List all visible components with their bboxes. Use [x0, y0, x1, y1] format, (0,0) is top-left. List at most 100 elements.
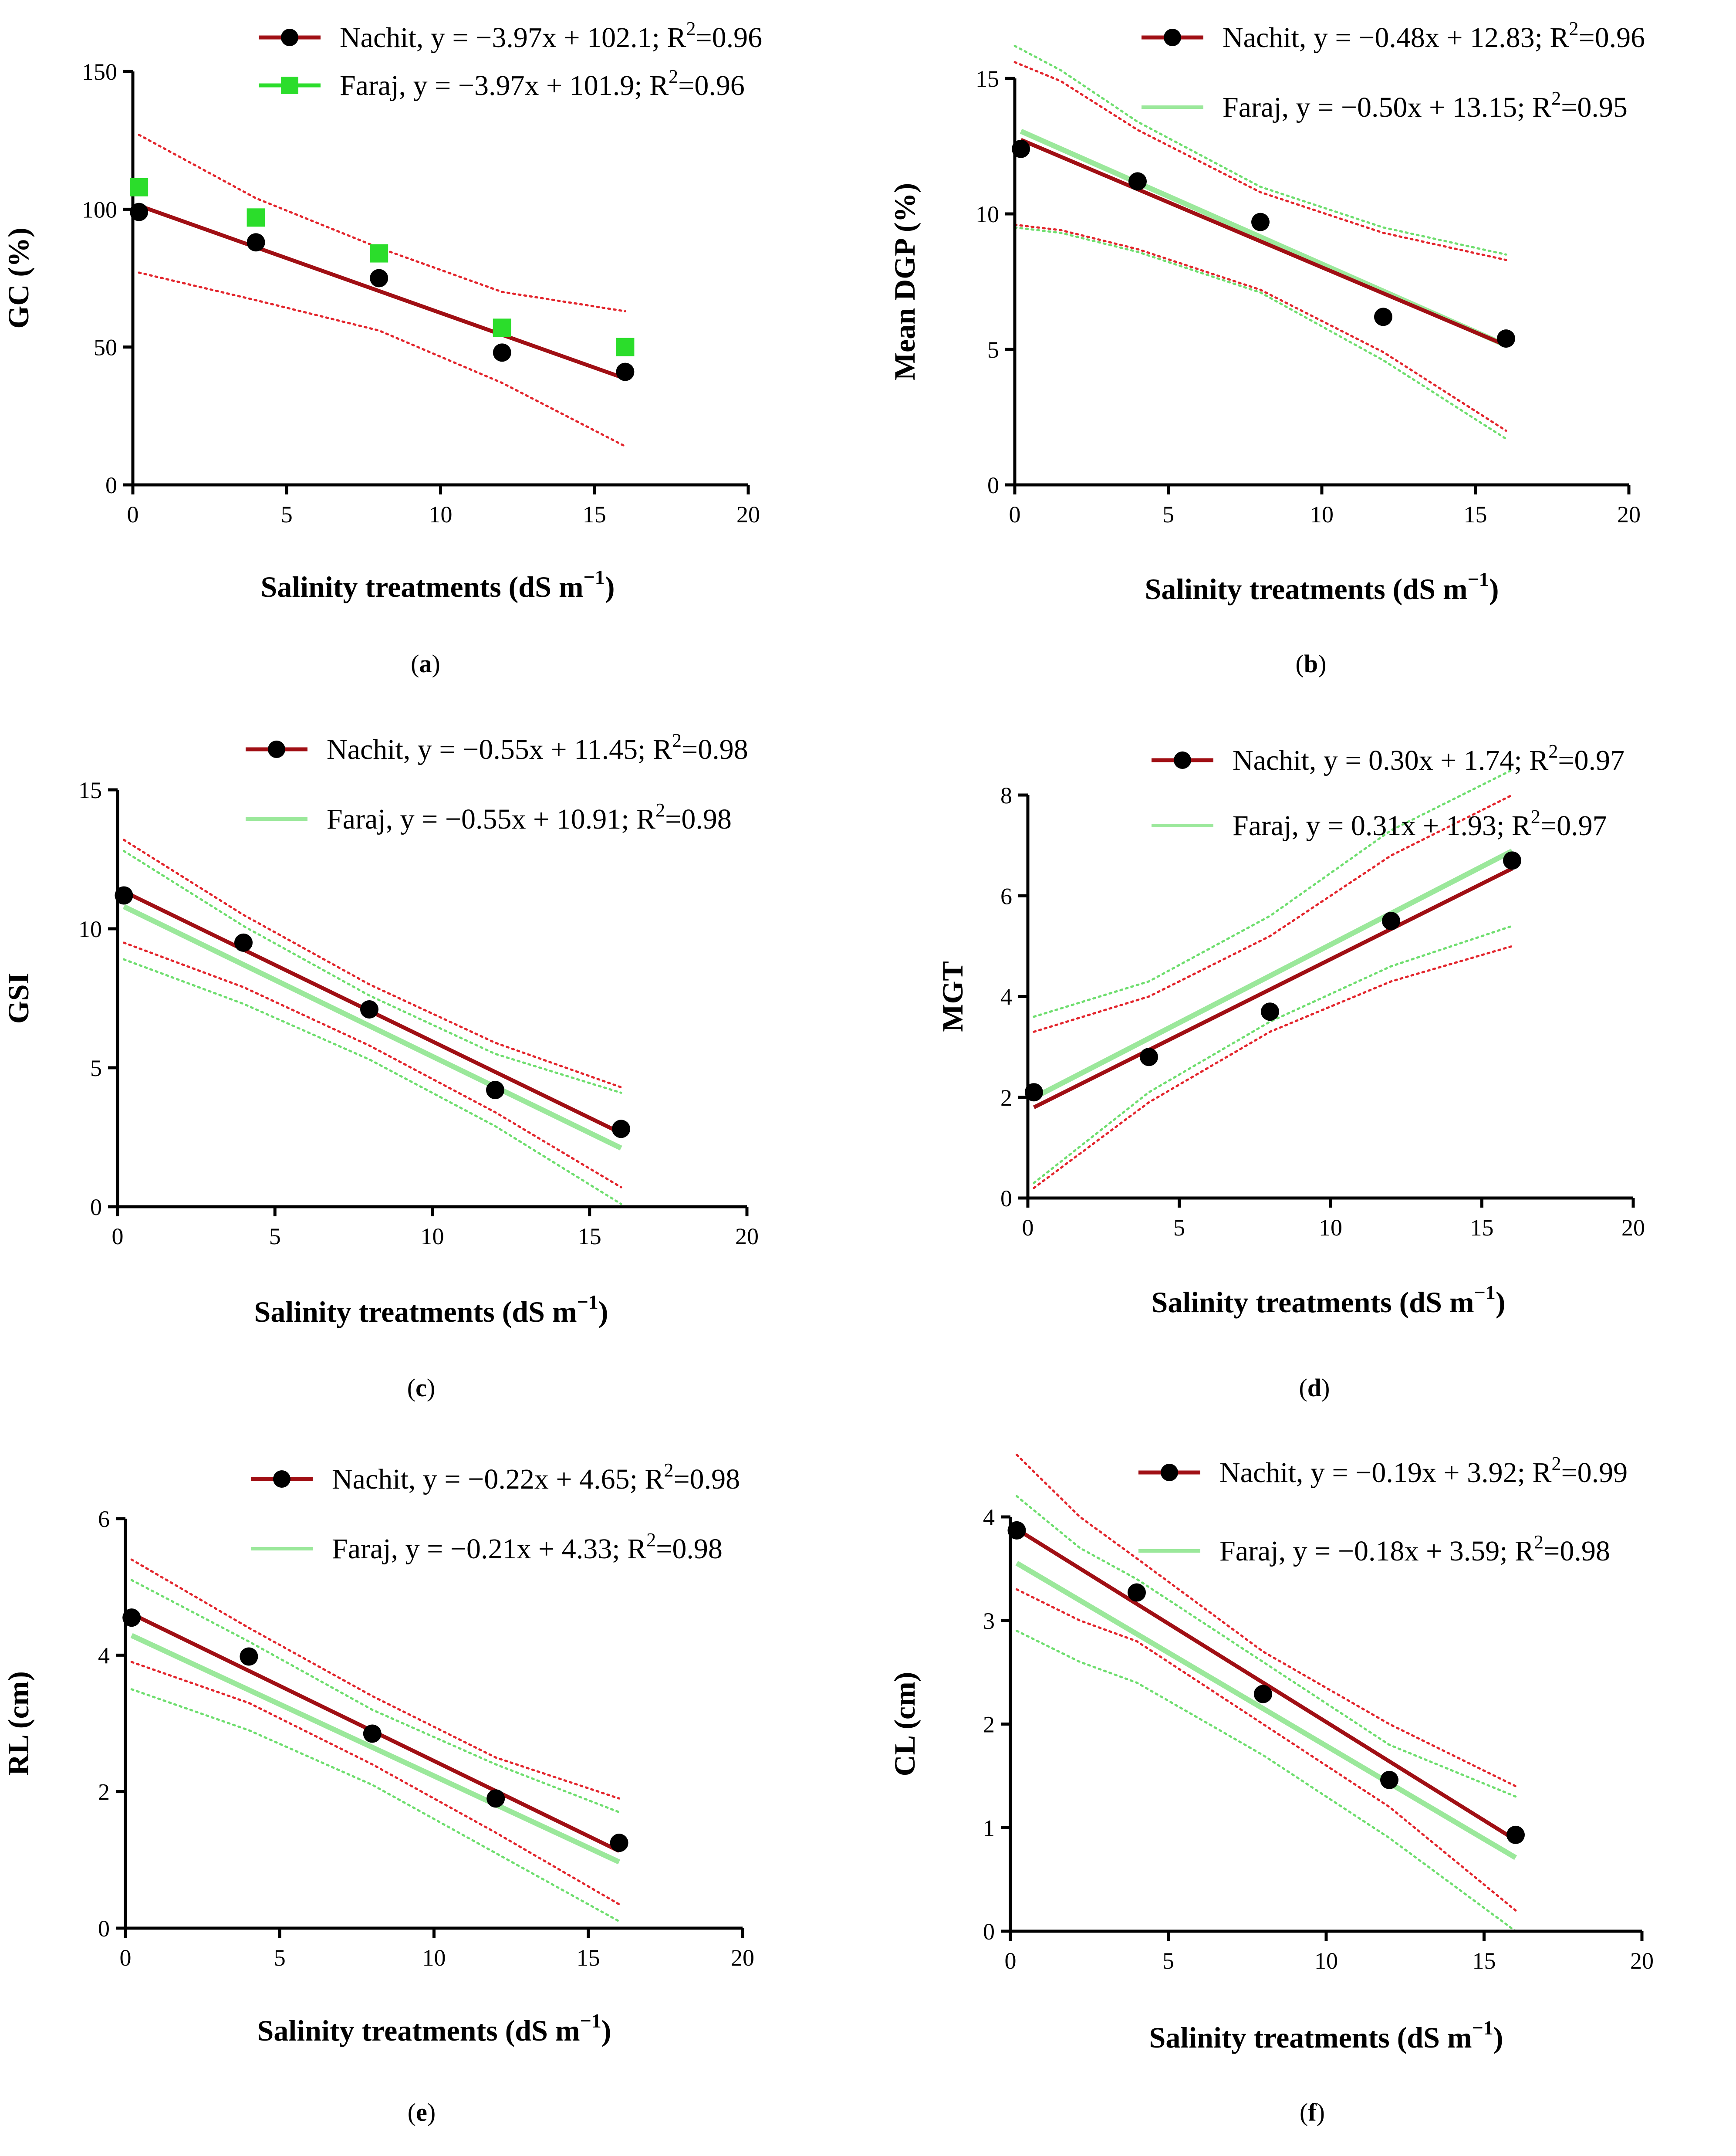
data-point-faraj: [493, 318, 511, 337]
ci-band-upper-nachit: [1016, 1453, 1517, 1787]
y-axis-title: MGT: [936, 961, 969, 1032]
legend-marker: [1164, 29, 1181, 46]
legend-label: Nachit, y = 0.30x + 1.74; R2=0.97: [1233, 741, 1625, 776]
legend-entry-faraj: Faraj, y = −0.55x + 10.91; R2=0.98: [246, 799, 732, 835]
panel-d: 0 5 10 15 20 0 2 4 6 8 Nachit, y = 0.30x + 1.74; R…: [936, 741, 1645, 1402]
legend-entry-nachit: Nachit, y = −0.55x + 11.45; R2=0.98: [246, 730, 748, 765]
legend-marker: [273, 1470, 290, 1488]
x-tick-label: 10: [421, 1223, 444, 1249]
legend-label: Faraj, y = −3.97x + 101.9; R2=0.96: [340, 66, 745, 102]
legend-entry-nachit: Nachit, y = −0.22x + 4.65; R2=0.98: [251, 1459, 740, 1495]
x-axis-title: Salinity treatments (dS m−1): [254, 1291, 608, 1328]
x-tick-label: 15: [578, 1223, 601, 1249]
legend-label: Nachit, y = −0.48x + 12.83; R2=0.96: [1223, 18, 1645, 54]
data-point-nachit: [610, 1834, 628, 1852]
legend-label: Nachit, y = −0.19x + 3.92; R2=0.99: [1219, 1453, 1628, 1489]
x-tick-label: 0: [120, 1945, 132, 1971]
y-axis-title: Mean DGP (%): [888, 183, 921, 380]
data-point-nachit: [1007, 1521, 1026, 1540]
fit-line-nachit: [1020, 138, 1507, 347]
data-point-nachit: [486, 1789, 505, 1808]
legend-entry-nachit: Nachit, y = 0.30x + 1.74; R2=0.97: [1152, 741, 1625, 776]
ci-band-lower-faraj: [130, 1688, 621, 1922]
x-axis-title: Salinity treatments (dS m−1): [1149, 2017, 1503, 2054]
ci-band-lower-nachit: [1016, 1588, 1517, 1912]
x-tick-label: 10: [429, 501, 453, 528]
legend-entry-faraj: Faraj, y = −0.50x + 13.15; R2=0.95: [1142, 88, 1628, 123]
panel-f: 0 5 10 15 20 0 1 2 3 4 Nachit, y = −0.19x + 3.92; …: [888, 1453, 1654, 2126]
x-axis-title: Salinity treatments (dS m−1): [261, 566, 615, 603]
x-axis-title: Salinity treatments (dS m−1): [1145, 568, 1499, 606]
ci-band-lower-nachit: [1033, 945, 1513, 1189]
data-point-nachit: [363, 1724, 382, 1743]
x-axis-title: Salinity treatments (dS m−1): [257, 2010, 611, 2047]
y-tick-label: 5: [987, 337, 999, 363]
y-tick-label: 6: [1000, 883, 1012, 909]
panel-e: 0 5 10 15 20 0 2 4 6 Nachit, y = −0.22x + 4.65; R…: [2, 1459, 754, 2126]
x-axis-title: Salinity treatments (dS m−1): [1152, 1281, 1506, 1319]
x-tick-label: 20: [1617, 501, 1641, 528]
legend-entry-faraj: Faraj, y = −0.18x + 3.59; R2=0.98: [1138, 1531, 1610, 1567]
data-point-nachit: [240, 1647, 258, 1666]
x-tick-label: 0: [127, 501, 139, 528]
fit-line-nachit: [138, 203, 626, 381]
x-tick-label: 0: [1005, 1948, 1017, 1974]
ci-band-lower-nachit: [130, 1661, 621, 1906]
panel-label: (b): [1296, 650, 1327, 678]
panel-label: (a): [411, 650, 440, 678]
legend-marker: [268, 741, 285, 758]
y-tick-label: 0: [98, 1916, 110, 1942]
x-tick-label: 20: [736, 501, 760, 528]
x-tick-label: 10: [1310, 501, 1334, 528]
ci-band-upper-nachit: [1013, 61, 1507, 261]
data-point-nachit: [1254, 1685, 1272, 1703]
data-point-nachit: [1503, 851, 1521, 870]
legend-marker: [281, 29, 298, 46]
legend-marker: [281, 77, 298, 94]
y-tick-label: 6: [98, 1506, 110, 1532]
x-tick-label: 10: [1319, 1215, 1342, 1241]
legend-label: Nachit, y = −3.97x + 102.1; R2=0.96: [340, 18, 762, 54]
data-point-nachit: [1024, 1083, 1043, 1102]
ci-band-lower-faraj: [1013, 226, 1507, 440]
ci-band-lower-nachit: [138, 271, 626, 447]
legend-marker: [1174, 751, 1191, 769]
y-axis-title: GC (%): [2, 227, 35, 328]
legend-label: Nachit, y = −0.22x + 4.65; R2=0.98: [332, 1459, 740, 1495]
y-tick-label: 5: [90, 1055, 102, 1081]
ci-band-upper-faraj: [1016, 1495, 1517, 1798]
y-tick-label: 10: [78, 916, 102, 942]
x-tick-label: 5: [274, 1945, 286, 1971]
legend-entry-nachit: Nachit, y = −3.97x + 102.1; R2=0.96: [259, 18, 762, 54]
legend-entry-faraj: Faraj, y = −3.97x + 101.9; R2=0.96: [259, 66, 745, 102]
data-point-nachit: [1382, 912, 1400, 931]
data-point-nachit: [486, 1081, 504, 1100]
x-tick-label: 5: [281, 501, 293, 528]
y-tick-label: 2: [983, 1712, 995, 1738]
data-point-nachit: [370, 269, 388, 288]
panel-a: 0 5 10 15 20 0 50 100 150 Nachit, y = −3.97x + 10…: [2, 18, 762, 678]
panel-label: (d): [1299, 1374, 1330, 1402]
y-axis-title: GSI: [2, 973, 35, 1024]
fit-line-faraj: [130, 1633, 621, 1865]
y-tick-label: 8: [1000, 782, 1012, 809]
x-tick-label: 15: [1464, 501, 1487, 528]
data-point-nachit: [1374, 308, 1392, 326]
y-tick-label: 4: [1000, 984, 1012, 1010]
x-tick-label: 20: [1621, 1215, 1645, 1241]
data-point-nachit: [115, 886, 133, 905]
legend-label: Faraj, y = −0.55x + 10.91; R2=0.98: [327, 799, 732, 835]
x-tick-label: 0: [1009, 501, 1021, 528]
ci-band-upper-faraj: [130, 1579, 621, 1814]
y-tick-label: 0: [1000, 1185, 1012, 1212]
data-point-nachit: [1140, 1048, 1158, 1066]
panel-b: 0 5 10 15 20 0 5 10 15 Nachit, y = −0.48x + 12.83…: [888, 18, 1645, 678]
fit-line-faraj: [1033, 849, 1513, 1100]
x-tick-label: 20: [1630, 1948, 1654, 1974]
data-point-faraj: [130, 178, 149, 196]
data-point-nachit: [616, 362, 635, 381]
fit-line-faraj: [1015, 1560, 1517, 1860]
x-tick-label: 5: [1173, 1215, 1185, 1241]
y-tick-label: 150: [82, 59, 117, 85]
